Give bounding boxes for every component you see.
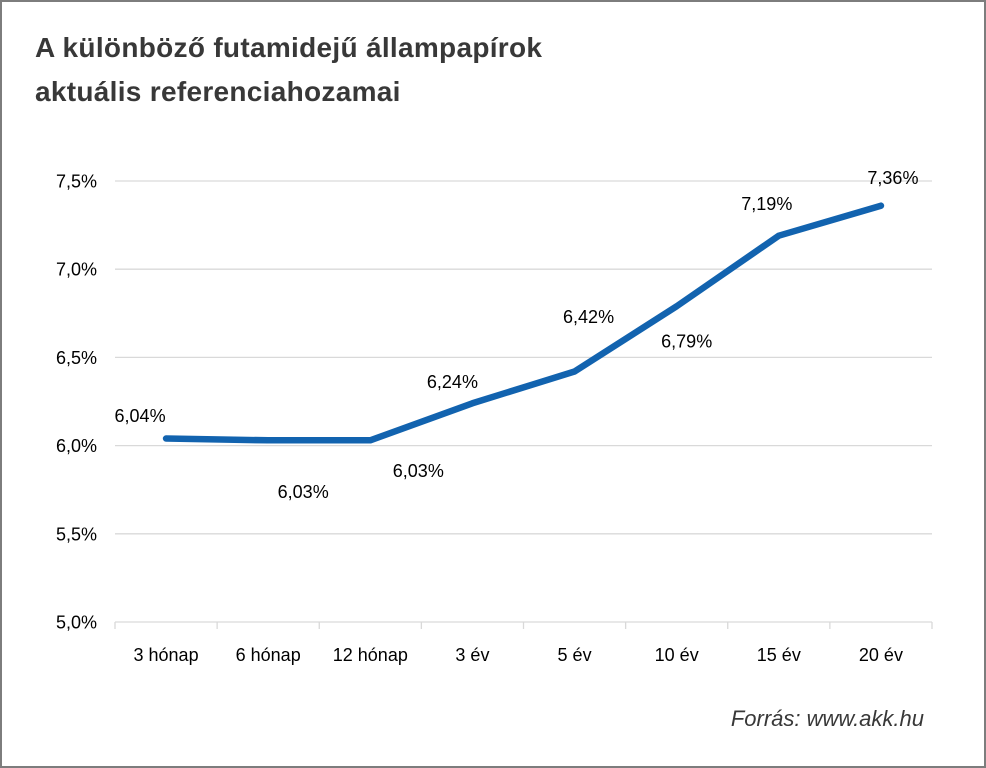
chart-title: A különböző futamidejű állampapírok aktuá…	[35, 26, 542, 114]
data-label: 6,04%	[115, 406, 166, 426]
x-axis-label: 5 év	[558, 645, 592, 665]
x-axis-label: 20 év	[859, 645, 903, 665]
yield-line	[162, 202, 885, 444]
chart-title-line1: A különböző futamidejű állampapírok	[35, 32, 543, 63]
y-axis-label: 6,0%	[56, 436, 97, 456]
y-axis-label: 7,5%	[56, 172, 97, 192]
y-axis-label: 5,5%	[56, 524, 97, 544]
y-axis-label: 6,5%	[56, 348, 97, 368]
data-label: 7,19%	[741, 194, 792, 214]
x-axis-label: 6 hónap	[236, 645, 301, 665]
data-label: 6,03%	[393, 461, 444, 481]
data-label: 7,36%	[867, 168, 918, 188]
data-label: 6,42%	[563, 307, 614, 327]
x-axis-label: 3 év	[455, 645, 489, 665]
x-axis-label: 3 hónap	[134, 645, 199, 665]
x-axis-label: 12 hónap	[333, 645, 408, 665]
source-caption: Forrás: www.akk.hu	[730, 706, 924, 731]
x-axis-label: 15 év	[757, 645, 801, 665]
x-axis-label: 10 év	[655, 645, 699, 665]
data-label: 6,03%	[278, 482, 329, 502]
data-label: 6,24%	[427, 372, 478, 392]
y-axis-label: 5,0%	[56, 613, 97, 633]
data-label: 6,79%	[661, 332, 712, 352]
y-axis-label: 7,0%	[56, 260, 97, 280]
chart-title-line2: aktuális referenciahozamai	[35, 76, 401, 107]
